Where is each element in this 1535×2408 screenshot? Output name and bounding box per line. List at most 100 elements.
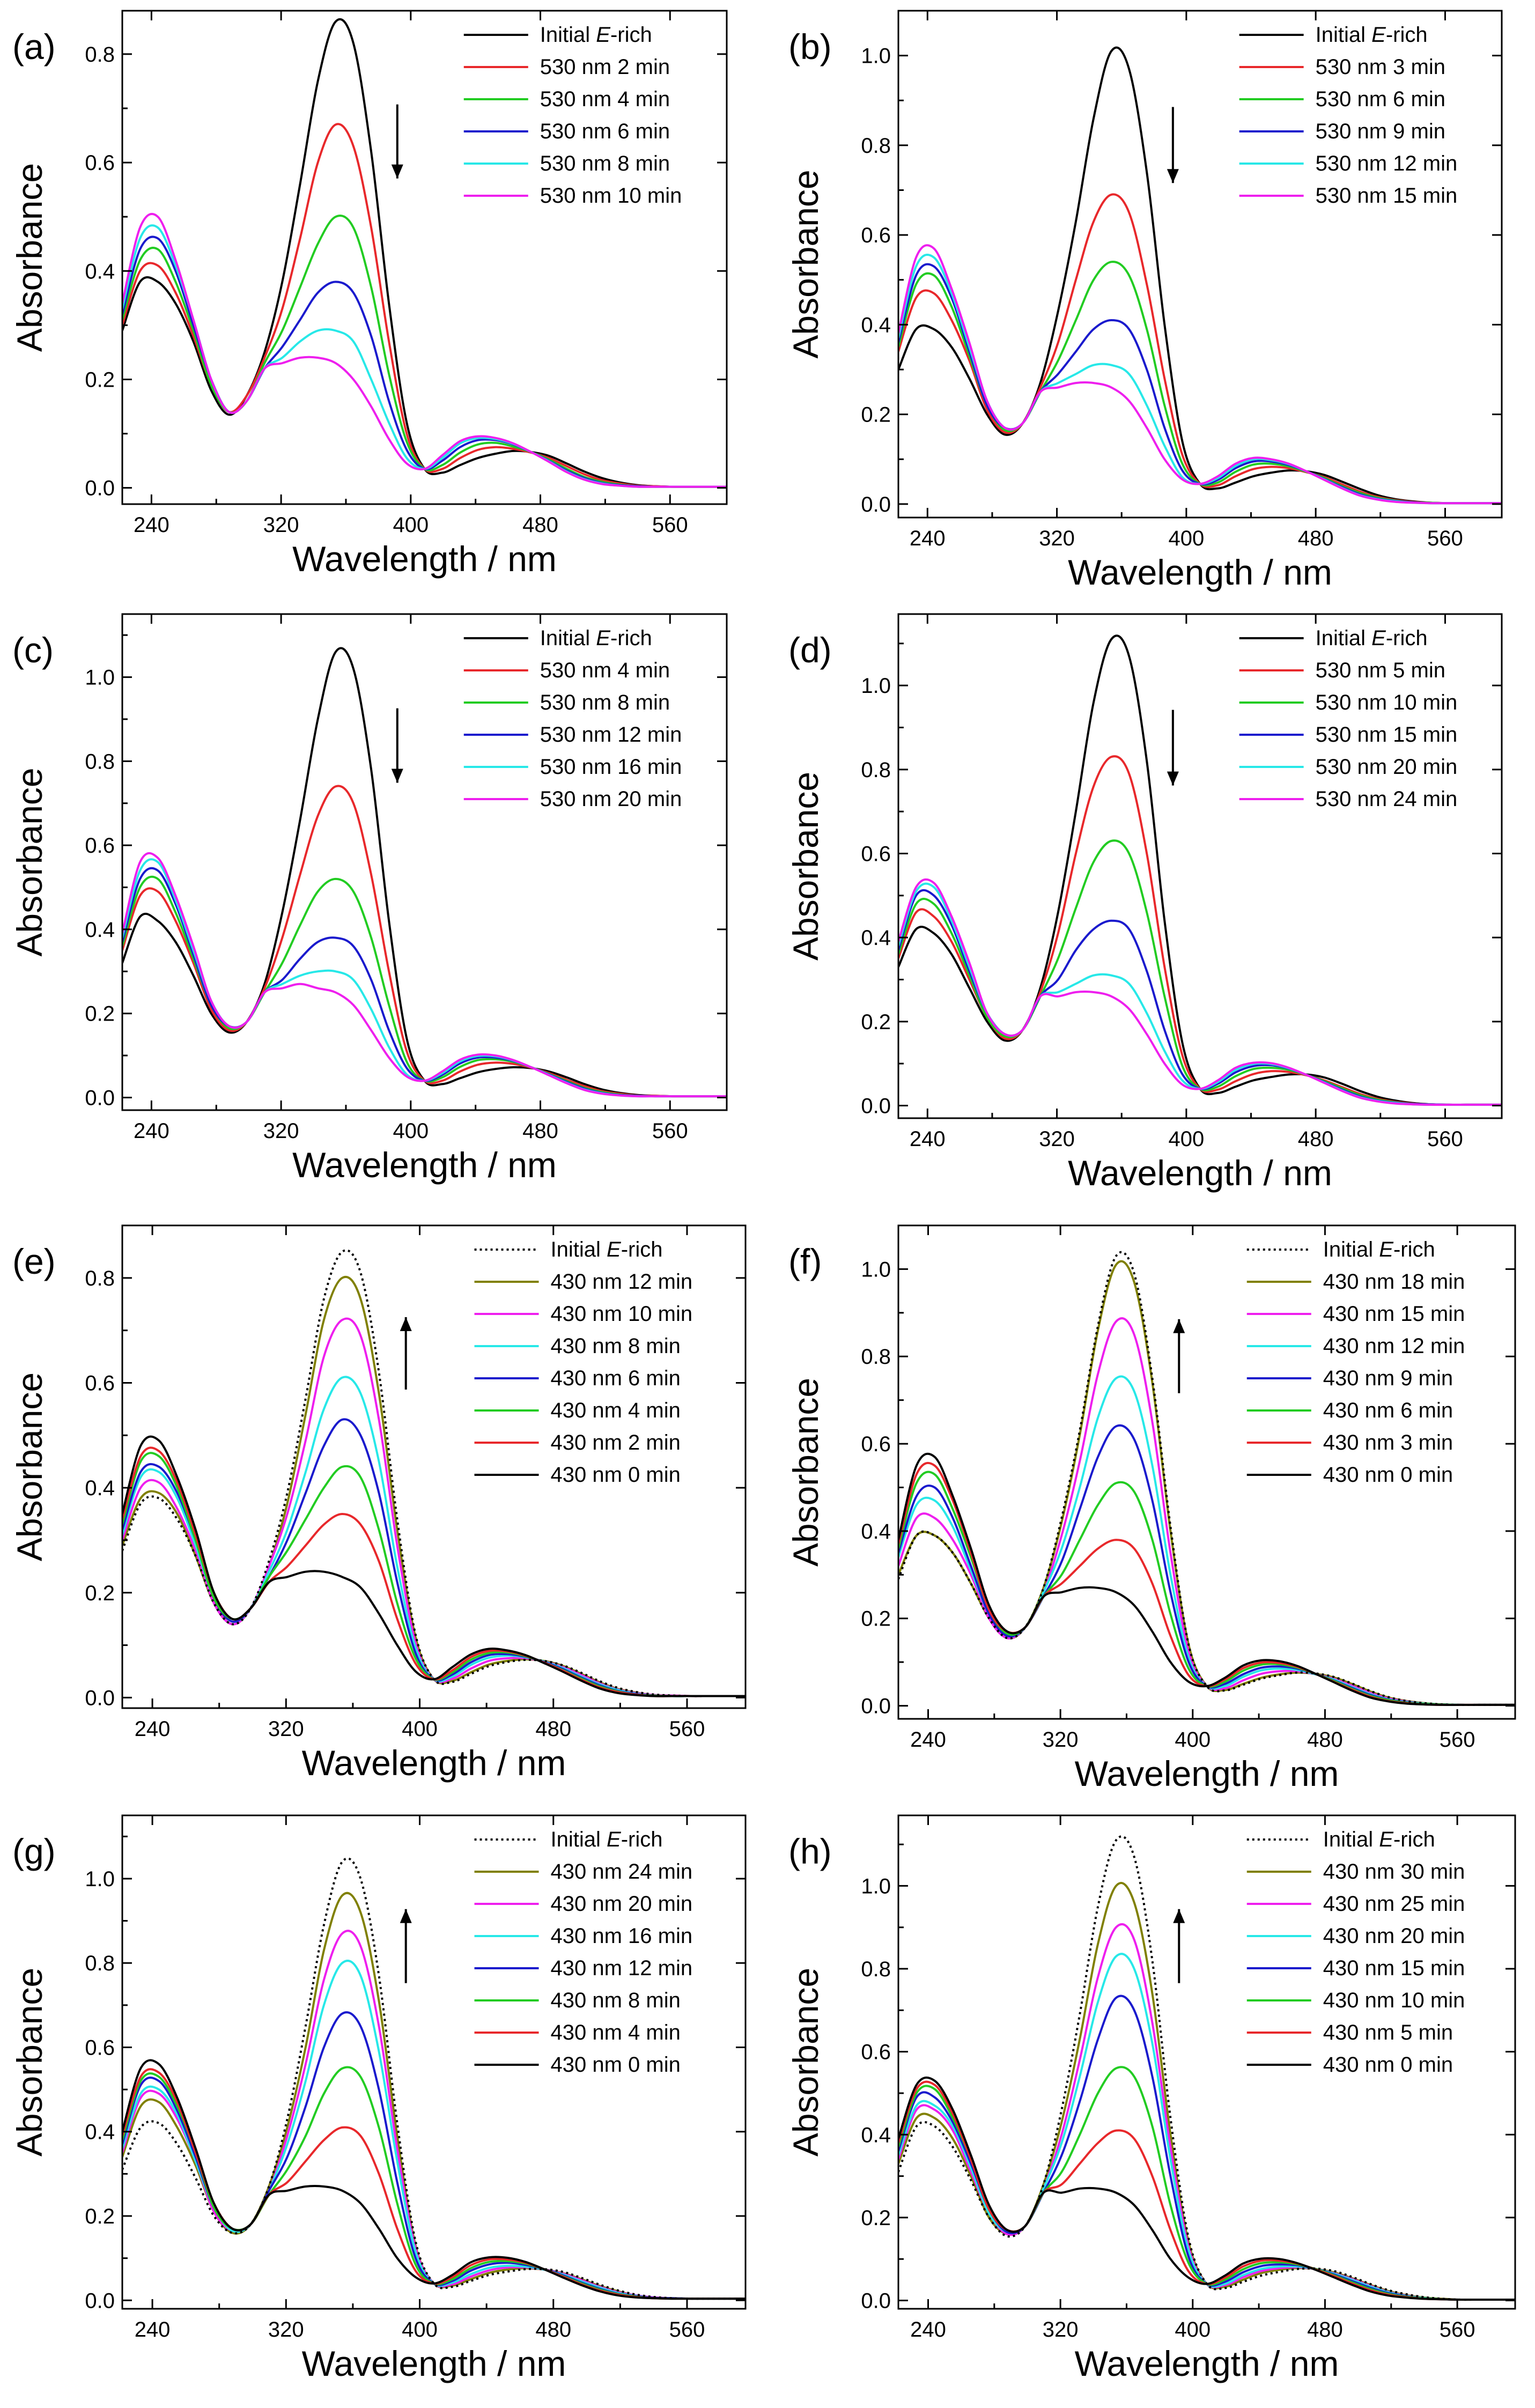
x-tick-label: 400 (402, 1717, 438, 1741)
legend-entry: 530 nm 12 min (540, 723, 682, 747)
series-line (898, 46, 1502, 505)
legend-entry: 530 nm 6 min (1316, 87, 1445, 111)
series-line (898, 878, 1502, 1106)
y-tick-label: 1.0 (85, 1867, 115, 1891)
y-tick-label: 0.0 (861, 493, 891, 516)
legend-entry: Initial E-rich (1316, 626, 1428, 650)
legend: Initial E-rich 530 nm 2 min 530 nm 4 min 53… (463, 23, 682, 208)
x-tick-label: 560 (669, 1717, 705, 1741)
legend-entry: 530 nm 5 min (1316, 659, 1445, 682)
y-tick-label: 0.6 (861, 843, 891, 866)
x-axis-title: Wavelength / nm (292, 1145, 557, 1185)
series-line (898, 261, 1502, 505)
legend-entry: 430 nm 2 min (551, 1431, 681, 1454)
series-group (122, 1249, 746, 1697)
x-tick-label: 560 (669, 2318, 705, 2341)
series-line (898, 253, 1502, 505)
series-line (122, 858, 727, 1098)
series-line (898, 839, 1502, 1106)
y-tick-label: 0.4 (85, 918, 115, 942)
legend-entry: 430 nm 8 min (551, 1334, 681, 1358)
x-tick-label: 320 (263, 1119, 299, 1143)
series-line (122, 2068, 746, 2300)
series-group (122, 1857, 746, 2300)
x-tick-label: 320 (268, 1717, 304, 1741)
y-axis-title: Absorbance (786, 1968, 825, 2156)
series-line (898, 193, 1502, 505)
x-tick-label: 480 (535, 1717, 571, 1741)
y-tick-label: 0.4 (85, 260, 115, 283)
x-tick-label: 560 (1440, 1728, 1475, 1752)
x-tick-label: 400 (393, 513, 429, 537)
plot-frame (897, 1814, 1516, 2310)
series-line (898, 889, 1502, 1106)
y-tick-label: 0.0 (85, 1086, 115, 1110)
series-line (122, 875, 727, 1098)
x-tick-label: 320 (268, 2318, 304, 2341)
panel-label: (g) (12, 1831, 56, 1871)
panel-label: (f) (788, 1242, 822, 1281)
series-group (898, 1251, 1515, 1706)
y-tick-label: 0.4 (861, 926, 891, 950)
y-tick-label: 1.0 (85, 666, 115, 690)
y-tick-label: 0.6 (85, 1371, 115, 1395)
y-axis-title: Absorbance (10, 767, 49, 956)
legend-entry: 530 nm 15 min (1316, 723, 1458, 747)
x-tick-label: 480 (522, 1119, 558, 1143)
arrow-down-icon (1167, 710, 1179, 786)
arrow-up-icon (400, 1317, 412, 1390)
legend-entry: 430 nm 10 min (1323, 1989, 1465, 2012)
panel-f: 240 320 400 480 560 0.0 0.2 0.4 0.6 0.8 1.0 Wavelen… (786, 1224, 1516, 1793)
legend-entry: 430 nm 3 min (1323, 1431, 1453, 1454)
legend-entry: 530 nm 10 min (540, 184, 682, 208)
legend-entry: 530 nm 4 min (540, 659, 670, 682)
y-axis-title: Absorbance (786, 772, 825, 961)
series-line (122, 213, 727, 488)
arrow-up-icon (1173, 1319, 1185, 1393)
panel-label: (h) (788, 1831, 832, 1871)
y-tick-label: 0.6 (85, 2036, 115, 2059)
series-line (122, 1435, 746, 1697)
x-axis-title: Wavelength / nm (1075, 2344, 1339, 2383)
series-group (898, 1835, 1515, 2301)
series-line (898, 1375, 1515, 1706)
panel-label: (d) (788, 630, 832, 670)
series-line (122, 123, 727, 488)
series-line (122, 1892, 746, 2300)
plot-frame (121, 1224, 747, 1709)
legend-entry: Initial E-rich (1323, 1238, 1435, 1261)
y-tick-label: 1.0 (861, 45, 891, 68)
panel-d: 240 320 400 480 560 0.0 0.2 0.4 0.6 0.8 1.0 Wavelen… (786, 613, 1503, 1193)
legend-entry: 430 nm 12 min (551, 1270, 693, 1294)
legend-entry: 430 nm 0 min (551, 2053, 681, 2077)
x-tick-label: 400 (1175, 2318, 1211, 2341)
series-line (898, 244, 1502, 505)
series-line (898, 634, 1502, 1106)
legend: Initial E-rich 530 nm 4 min 530 nm 8 min 53… (463, 626, 682, 811)
panel-h: 240 320 400 480 560 0.0 0.2 0.4 0.6 0.8 1.0 Wavelen… (786, 1814, 1516, 2383)
legend-entry: 530 nm 24 min (1316, 787, 1458, 811)
x-tick-label: 560 (652, 1119, 688, 1143)
x-tick-label: 480 (1307, 1728, 1343, 1752)
x-tick-label: 560 (1427, 527, 1463, 550)
y-tick-label: 0.2 (861, 1607, 891, 1631)
series-line (898, 1452, 1515, 1706)
legend-entry: 430 nm 8 min (551, 1989, 681, 2012)
x-tick-label: 320 (1039, 1127, 1075, 1151)
y-axis-title: Absorbance (10, 163, 49, 352)
legend-entry: 530 nm 15 min (1316, 184, 1458, 208)
panel-label: (b) (788, 27, 832, 67)
x-tick-label: 240 (910, 1127, 946, 1151)
series-group (898, 634, 1502, 1106)
panel-e: 240 320 400 480 560 0.0 0.2 0.4 0.6 0.8 Wavelength… (10, 1224, 747, 1783)
legend-entry: Initial E-rich (1316, 23, 1428, 47)
x-axis-title: Wavelength / nm (1068, 1153, 1332, 1193)
legend: Initial E-rich 530 nm 3 min 530 nm 6 min 53… (1239, 23, 1458, 208)
legend-entry: 430 nm 18 min (1323, 1270, 1465, 1294)
legend-entry: Initial E-rich (551, 1238, 663, 1261)
y-axis-title: Absorbance (786, 1378, 825, 1567)
x-tick-label: 240 (134, 1119, 169, 1143)
x-tick-label: 320 (1043, 2318, 1079, 2341)
x-tick-label: 400 (393, 1119, 429, 1143)
series-line (898, 1835, 1515, 2301)
